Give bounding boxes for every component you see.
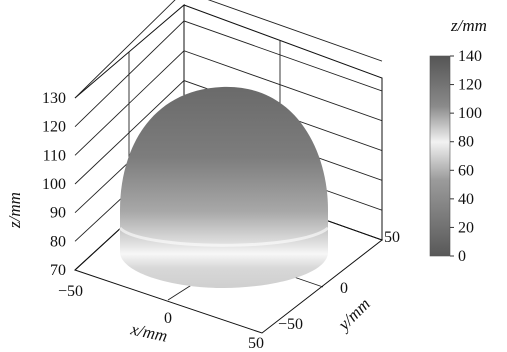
x-axis-ticks: −50 0 50: [58, 283, 264, 352]
colorbar-tick-label: 20: [458, 219, 474, 236]
y-tick-label: −50: [278, 316, 303, 333]
y-axis-ticks: −50 0 50: [278, 229, 400, 333]
dome-surface: [118, 86, 329, 288]
z-axis-ticks: 70 80 90 100 110 120 130: [42, 90, 66, 279]
y-tick-label: 0: [340, 280, 348, 297]
x-axis-label: x/mm: [128, 319, 169, 345]
colorbar-tick-label: 80: [458, 134, 474, 151]
z-tick-label: 110: [43, 147, 66, 164]
dome-rim-highlight: [118, 226, 329, 247]
z-gridline: [74, 80, 383, 185]
z-tick-label: 90: [50, 205, 66, 222]
colorbar: z/mm 140 120 100 80 60 40 20 0: [429, 16, 487, 265]
colorbar-tick-label: 100: [458, 105, 482, 122]
z-gridline: [74, 20, 383, 127]
z-tick-label: 70: [50, 262, 66, 279]
dome-body: [120, 86, 328, 288]
z-tick-label: 120: [42, 119, 66, 136]
colorbar-gradient: [429, 55, 451, 257]
y-tick-label: 50: [384, 229, 400, 246]
colorbar-tick-label: 0: [458, 248, 466, 265]
colorbar-tick-label: 120: [458, 77, 482, 94]
x-tick-label: 50: [248, 335, 264, 352]
colorbar-tick-label: 40: [458, 191, 474, 208]
z-tick-label: 130: [42, 90, 66, 107]
z-tick-label: 100: [42, 176, 66, 193]
x-tick-label: −50: [58, 283, 83, 300]
colorbar-tick-label: 140: [458, 48, 482, 65]
x-tick-label: 0: [164, 310, 172, 327]
y-axis-label: y/mm: [333, 294, 374, 335]
colorbar-tick-label: 60: [458, 162, 474, 179]
colorbar-ticks: 140 120 100 80 60 40 20 0: [450, 48, 482, 265]
z-tick-label: 80: [50, 233, 66, 250]
z-axis-label: z/mm: [5, 192, 24, 229]
colorbar-label: z/mm: [450, 16, 487, 35]
z-gridline: [74, 0, 383, 99]
z-gridline: [74, 50, 383, 156]
